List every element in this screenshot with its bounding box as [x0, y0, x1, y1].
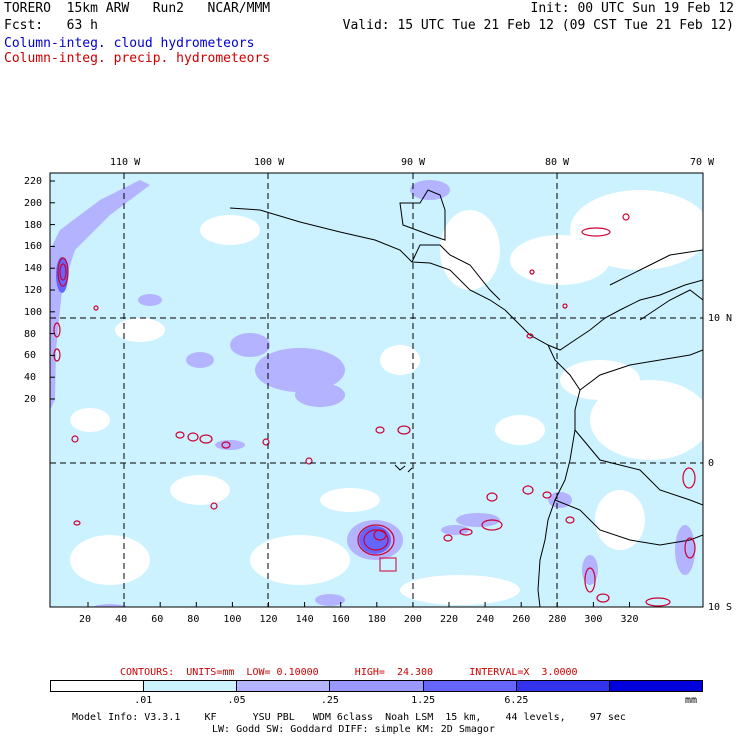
x-tick-label: 160 — [331, 614, 350, 625]
colorbar-swatch — [423, 681, 517, 691]
x-tick-label: 200 — [403, 614, 422, 625]
x-tick-label: 180 — [367, 614, 386, 625]
lat-label-10n: 10 N — [708, 313, 733, 324]
lon-label-100w: 100 W — [254, 157, 285, 168]
y-tick-label: 180 — [24, 219, 43, 231]
colorbar-swatch — [237, 681, 331, 691]
y-tick-label: 220 — [24, 176, 43, 187]
x-axis-ticks — [87, 602, 630, 607]
y-tick-label: 140 — [24, 263, 43, 275]
y-tick-label: 40 — [24, 372, 37, 384]
x-tick-label: 320 — [620, 614, 639, 625]
x-tick-label: 80 — [187, 614, 200, 625]
y-tick-label: 100 — [24, 306, 43, 318]
colorbar-label: mm — [684, 695, 698, 706]
precip-contours — [53, 213, 696, 607]
colorbar-label: .05 — [227, 695, 246, 706]
y-tick-label: 120 — [24, 285, 43, 296]
graticule — [50, 173, 703, 607]
title-line: TORERO 15km ARW Run2 NCAR/MMM — [4, 1, 271, 16]
y-tick-label: 60 — [24, 350, 37, 362]
x-tick-label: 20 — [79, 614, 92, 625]
x-tick-label: 280 — [548, 614, 567, 625]
colorbar-label: .25 — [320, 695, 339, 706]
x-tick-label: 220 — [440, 614, 459, 625]
x-tick-label: 240 — [476, 614, 495, 625]
x-tick-label: 120 — [259, 614, 278, 625]
lon-label-90w: 90 W — [401, 157, 426, 168]
init-time: Init: 00 UTC Sun 19 Feb 12 — [530, 1, 735, 16]
colorbar-swatch — [609, 681, 702, 691]
lon-label-110w: 110 W — [110, 157, 141, 168]
x-tick-label: 260 — [512, 614, 531, 625]
y-tick-label: 80 — [24, 328, 37, 340]
model-info-line1: Model Info: V3.3.1 KF YSU PBL WDM 6class… — [72, 712, 626, 723]
x-tick-label: 300 — [584, 614, 603, 625]
x-tick-label: 140 — [295, 614, 314, 625]
lat-label-0: 0 — [708, 458, 715, 469]
model-info-line2: LW: Godd SW: Goddard DIFF: simple KM: 2D… — [212, 724, 495, 735]
y-axis-ticks — [50, 180, 55, 400]
x-tick-label: 40 — [115, 614, 128, 625]
colorbar-label: 1.25 — [411, 695, 436, 706]
colorbar-swatch — [51, 681, 145, 691]
field-precip-label: Column-integ. precip. hydrometeors — [4, 51, 271, 66]
contours-info: CONTOURS: UNITS=mm LOW= 0.10000 HIGH= 24… — [120, 667, 578, 678]
y-tick-label: 20 — [24, 394, 37, 405]
colorbar-label: 6.25 — [504, 695, 529, 706]
forecast-hour: Fcst: 63 h — [4, 18, 98, 33]
colorbar-swatch — [330, 681, 424, 691]
y-tick-label: 160 — [24, 241, 43, 253]
coastlines — [229, 189, 703, 607]
valid-time: Valid: 15 UTC Tue 21 Feb 12 (09 CST Tue … — [342, 18, 734, 33]
lon-label-80w: 80 W — [545, 157, 570, 168]
field-cloud-label: Column-integ. cloud hydrometeors — [4, 36, 255, 51]
maximum-marker — [379, 557, 397, 572]
x-tick-label: 100 — [223, 614, 242, 625]
colorbar-swatch — [516, 681, 610, 691]
x-tick-label: 60 — [151, 614, 164, 625]
y-tick-label: 200 — [24, 197, 43, 209]
lat-label-10s: 10 S — [708, 602, 733, 613]
colorbar — [50, 680, 703, 692]
lon-label-70w: 70 W — [690, 157, 715, 168]
colorbar-swatch — [144, 681, 238, 691]
clear-sky-areas — [70, 190, 703, 605]
colorbar-label: .01 — [134, 695, 153, 706]
